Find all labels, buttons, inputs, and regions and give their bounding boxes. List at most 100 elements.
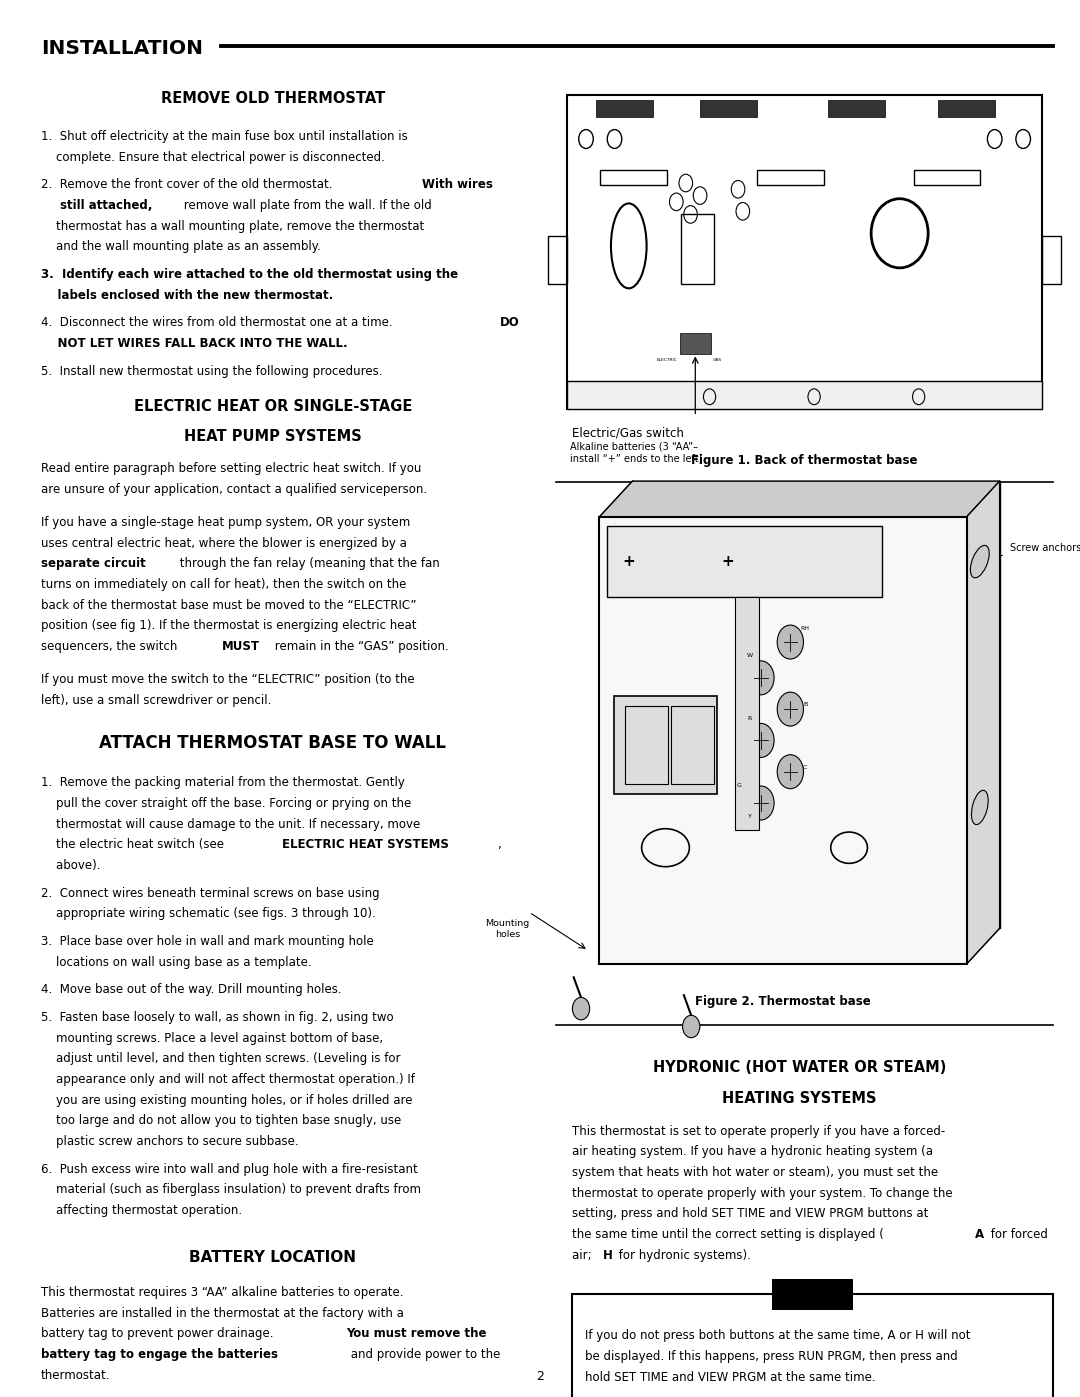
Circle shape: [747, 724, 774, 757]
Text: plastic screw anchors to secure subbase.: plastic screw anchors to secure subbase.: [41, 1134, 299, 1148]
Text: 1.  Remove the packing material from the thermostat. Gently: 1. Remove the packing material from the …: [41, 777, 405, 789]
Text: Batteries are installed in the thermostat at the factory with a: Batteries are installed in the thermosta…: [41, 1306, 404, 1320]
Text: be displayed. If this happens, press RUN PRGM, then press and: be displayed. If this happens, press RUN…: [585, 1350, 958, 1363]
Text: 3.  Identify each wire attached to the old thermostat using the: 3. Identify each wire attached to the ol…: [41, 268, 458, 281]
Text: ELECTRIC HEAT SYSTEMS: ELECTRIC HEAT SYSTEMS: [282, 838, 449, 851]
Text: Figure 1. Back of thermostat base: Figure 1. Back of thermostat base: [691, 454, 918, 467]
Circle shape: [778, 754, 804, 789]
Bar: [828, 99, 886, 117]
Text: pull the cover straight off the base. Forcing or prying on the: pull the cover straight off the base. Fo…: [41, 796, 411, 810]
Bar: [548, 236, 567, 284]
Text: above).: above).: [41, 859, 100, 872]
Text: uses central electric heat, where the blower is energized by a: uses central electric heat, where the bl…: [41, 536, 407, 550]
Text: HYDRONIC (HOT WATER OR STEAM): HYDRONIC (HOT WATER OR STEAM): [652, 1060, 946, 1076]
Text: 2: 2: [536, 1369, 544, 1383]
Text: the electric heat switch (see: the electric heat switch (see: [41, 838, 228, 851]
Text: NOTE: NOTE: [794, 1288, 832, 1301]
Polygon shape: [967, 481, 1000, 964]
Text: thermostat will cause damage to the unit. If necessary, move: thermostat will cause damage to the unit…: [41, 817, 420, 831]
Text: turns on immediately on call for heat), then the switch on the: turns on immediately on call for heat), …: [41, 578, 406, 591]
Text: for forced: for forced: [987, 1228, 1048, 1241]
Text: left), use a small screwdriver or pencil.: left), use a small screwdriver or pencil…: [41, 694, 271, 707]
Text: appearance only and will not affect thermostat operation.) If: appearance only and will not affect ther…: [41, 1073, 415, 1085]
Bar: [567, 381, 1042, 409]
Text: remain in the “GAS” position.: remain in the “GAS” position.: [271, 640, 448, 654]
Text: Mounting
holes: Mounting holes: [486, 919, 529, 939]
Text: still attached,: still attached,: [60, 198, 152, 212]
Circle shape: [778, 692, 804, 726]
Text: INSTALLATION: INSTALLATION: [41, 39, 203, 59]
Text: 5.  Install new thermostat using the following procedures.: 5. Install new thermostat using the foll…: [41, 365, 382, 377]
Bar: [671, 705, 714, 784]
Bar: [735, 598, 759, 830]
Text: Figure 2. Thermostat base: Figure 2. Thermostat base: [696, 995, 870, 1007]
Text: sequencers, the switch: sequencers, the switch: [41, 640, 181, 654]
Text: system that heats with hot water or steam), you must set the: system that heats with hot water or stea…: [572, 1166, 939, 1179]
Text: This thermostat is set to operate properly if you have a forced-: This thermostat is set to operate proper…: [572, 1125, 946, 1137]
Text: C: C: [802, 764, 807, 770]
Bar: [625, 705, 669, 784]
Text: Alkaline batteries (3 “AA”–
install “+” ends to the left): Alkaline batteries (3 “AA”– install “+” …: [570, 441, 702, 464]
Text: thermostat.: thermostat.: [41, 1369, 110, 1382]
Text: Electric/Gas switch: Electric/Gas switch: [572, 426, 685, 439]
Text: battery tag to prevent power drainage.: battery tag to prevent power drainage.: [41, 1327, 278, 1341]
Bar: [615, 696, 717, 793]
Circle shape: [572, 997, 590, 1020]
Bar: [1042, 236, 1062, 284]
Text: are unsure of your application, contact a qualified serviceperson.: are unsure of your application, contact …: [41, 483, 428, 496]
Text: HEATING SYSTEMS: HEATING SYSTEMS: [721, 1091, 877, 1106]
Text: 5.  Fasten base loosely to wall, as shown in fig. 2, using two: 5. Fasten base loosely to wall, as shown…: [41, 1011, 394, 1024]
Text: locations on wall using base as a template.: locations on wall using base as a templa…: [41, 956, 312, 968]
Polygon shape: [599, 481, 1000, 517]
Ellipse shape: [971, 791, 988, 824]
Polygon shape: [599, 517, 967, 964]
Text: B: B: [802, 703, 807, 707]
Text: MUST: MUST: [221, 640, 260, 654]
Bar: [681, 215, 714, 284]
Text: 2.  Connect wires beneath terminal screws on base using: 2. Connect wires beneath terminal screws…: [41, 887, 380, 900]
Text: BATTERY LOCATION: BATTERY LOCATION: [189, 1250, 356, 1264]
Text: RH: RH: [800, 626, 810, 631]
Polygon shape: [633, 481, 1000, 928]
Bar: [700, 99, 757, 117]
Text: +: +: [721, 555, 734, 569]
Text: affecting thermostat operation.: affecting thermostat operation.: [41, 1204, 242, 1217]
Text: back of the thermostat base must be moved to the “ELECTRIC”: back of the thermostat base must be move…: [41, 599, 417, 612]
Text: and provide power to the: and provide power to the: [347, 1348, 500, 1361]
Text: 4.  Move base out of the way. Drill mounting holes.: 4. Move base out of the way. Drill mount…: [41, 983, 341, 996]
Text: thermostat to operate properly with your system. To change the: thermostat to operate properly with your…: [572, 1186, 953, 1200]
Text: 3.  Place base over hole in wall and mark mounting hole: 3. Place base over hole in wall and mark…: [41, 935, 374, 949]
Text: air;: air;: [572, 1249, 596, 1261]
Text: REMOVE OLD THERMOSTAT: REMOVE OLD THERMOSTAT: [161, 91, 384, 106]
Text: If you do not press both buttons at the same time, A or H will not: If you do not press both buttons at the …: [585, 1330, 971, 1343]
Text: Y: Y: [748, 814, 752, 819]
Text: 1.  Shut off electricity at the main fuse box until installation is: 1. Shut off electricity at the main fuse…: [41, 130, 408, 142]
Bar: [607, 525, 882, 598]
Text: the same time until the correct setting is displayed (: the same time until the correct setting …: [572, 1228, 885, 1241]
Text: 4.  Disconnect the wires from old thermostat one at a time.: 4. Disconnect the wires from old thermos…: [41, 316, 396, 330]
Text: material (such as fiberglass insulation) to prevent drafts from: material (such as fiberglass insulation)…: [41, 1183, 421, 1196]
Text: too large and do not allow you to tighten base snugly, use: too large and do not allow you to tighte…: [41, 1115, 402, 1127]
Bar: [572, 1295, 1053, 1397]
Text: mounting screws. Place a level against bottom of base,: mounting screws. Place a level against b…: [41, 1031, 383, 1045]
Text: adjust until level, and then tighten screws. (Leveling is for: adjust until level, and then tighten scr…: [41, 1052, 401, 1066]
Text: With wires: With wires: [422, 179, 492, 191]
Text: G: G: [737, 782, 741, 788]
Text: ,: ,: [497, 838, 501, 851]
Text: ELECTRIC: ELECTRIC: [657, 358, 678, 362]
Text: hold SET TIME and VIEW PRGM at the same time.: hold SET TIME and VIEW PRGM at the same …: [585, 1370, 876, 1384]
Text: for hydronic systems).: for hydronic systems).: [616, 1249, 752, 1261]
Text: battery tag to engage the batteries: battery tag to engage the batteries: [41, 1348, 278, 1361]
Text: thermostat has a wall mounting plate, remove the thermostat: thermostat has a wall mounting plate, re…: [41, 219, 424, 233]
Bar: [567, 95, 1042, 409]
Bar: [595, 99, 652, 117]
Text: If you have a single-stage heat pump system, OR your system: If you have a single-stage heat pump sys…: [41, 515, 410, 529]
Circle shape: [747, 787, 774, 820]
Text: setting, press and hold SET TIME and VIEW PRGM buttons at: setting, press and hold SET TIME and VIE…: [572, 1207, 929, 1221]
Bar: [680, 332, 711, 353]
Text: Screw anchors: Screw anchors: [1011, 543, 1080, 553]
Bar: [757, 170, 824, 184]
Ellipse shape: [971, 545, 989, 578]
Text: If you must move the switch to the “ELECTRIC” position (to the: If you must move the switch to the “ELEC…: [41, 673, 415, 686]
Text: This thermostat requires 3 “AA” alkaline batteries to operate.: This thermostat requires 3 “AA” alkaline…: [41, 1287, 404, 1299]
